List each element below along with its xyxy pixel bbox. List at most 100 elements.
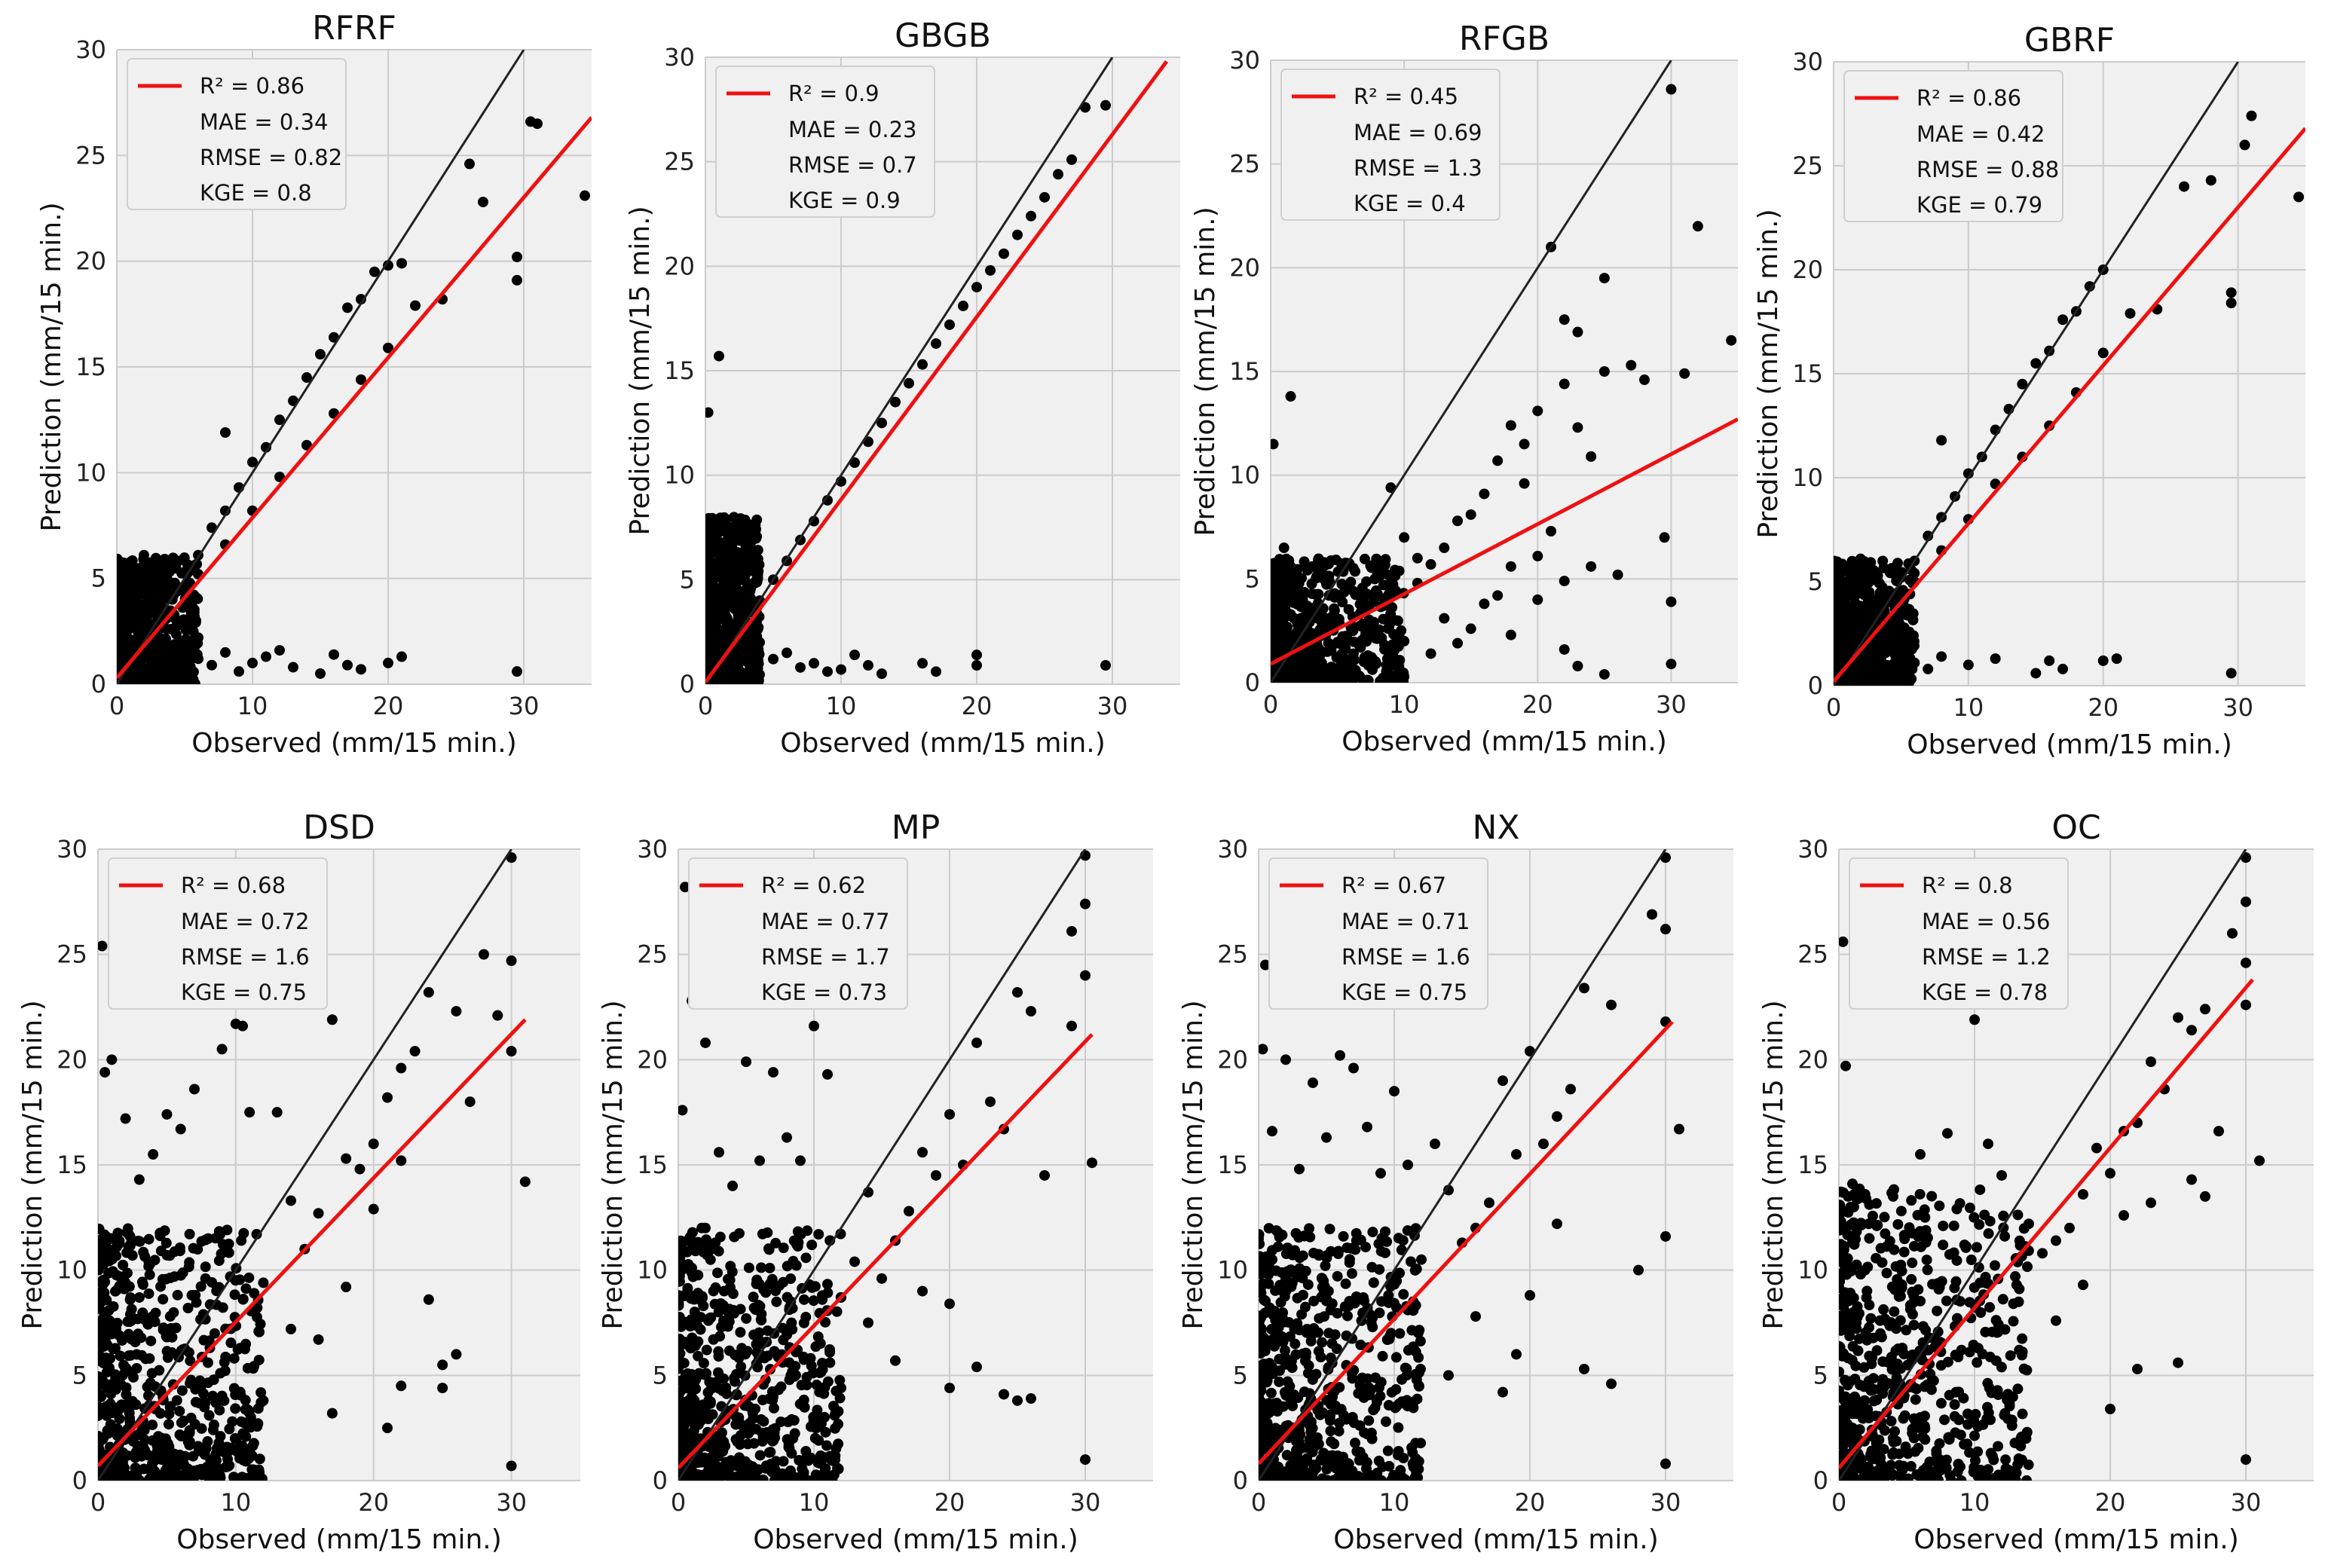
data-point — [1439, 543, 1450, 554]
data-point — [110, 1327, 121, 1338]
data-point — [133, 1291, 145, 1303]
data-point — [168, 1307, 179, 1318]
data-point — [382, 1423, 393, 1434]
data-point — [1271, 439, 1279, 450]
data-point — [1372, 571, 1383, 582]
data-point — [705, 407, 714, 418]
data-point — [1286, 677, 1297, 683]
identity-line — [1271, 60, 1672, 683]
legend-metric: MAE = 0.72 — [181, 909, 310, 934]
data-point — [1308, 1295, 1320, 1307]
data-point — [678, 1249, 684, 1260]
legend-metric: KGE = 0.79 — [1917, 192, 2042, 218]
data-point — [833, 1463, 844, 1475]
x-tick-label: 20 — [1522, 690, 1553, 719]
data-point — [944, 1383, 955, 1394]
data-point — [274, 414, 285, 426]
data-point — [141, 614, 152, 625]
data-point — [1406, 1325, 1418, 1336]
data-point — [944, 1108, 955, 1120]
y-tick-label: 10 — [637, 1256, 668, 1285]
data-point — [1080, 970, 1091, 981]
data-point — [768, 1402, 779, 1414]
data-point — [106, 1054, 118, 1065]
data-point — [1532, 594, 1543, 605]
data-point — [815, 1367, 827, 1378]
data-point — [1271, 1225, 1282, 1236]
data-point — [125, 569, 136, 580]
data-point — [698, 1456, 709, 1468]
data-point — [1878, 562, 1889, 573]
data-point — [747, 1472, 758, 1481]
data-point — [139, 549, 149, 561]
data-point — [702, 1387, 714, 1398]
data-point — [798, 1294, 809, 1305]
data-point — [288, 662, 298, 673]
identity-line — [678, 849, 1087, 1481]
data-point — [1572, 326, 1583, 338]
data-point — [1026, 1006, 1036, 1017]
data-point — [246, 1449, 257, 1460]
data-point — [137, 1279, 148, 1290]
data-point — [341, 1153, 352, 1164]
y-axis-label: Prediction (mm/15 min.) — [625, 206, 656, 535]
data-point — [1923, 663, 1934, 674]
data-point — [1344, 1254, 1355, 1265]
x-tick-label: 30 — [2223, 693, 2253, 722]
data-point — [240, 1283, 252, 1294]
data-point — [1388, 652, 1400, 663]
y-tick-label: 25 — [1792, 151, 1823, 180]
data-point — [706, 576, 717, 588]
y-tick-label: 30 — [75, 35, 106, 64]
data-point — [1319, 613, 1330, 624]
data-point — [220, 427, 231, 439]
data-point — [714, 549, 724, 561]
data-point — [678, 1356, 684, 1368]
data-point — [154, 1408, 166, 1419]
data-point — [1880, 659, 1891, 671]
data-point — [1598, 273, 1610, 284]
data-point — [98, 940, 108, 952]
data-point — [1546, 526, 1556, 537]
data-point — [824, 1343, 835, 1355]
data-point — [1893, 624, 1904, 635]
data-point — [2246, 110, 2257, 121]
data-point — [161, 1273, 172, 1285]
data-point — [1559, 576, 1570, 587]
subplot-title: DSD — [303, 808, 375, 847]
data-point — [705, 567, 717, 579]
data-point — [117, 602, 123, 613]
data-point — [1586, 561, 1597, 572]
data-point — [1330, 616, 1341, 628]
data-point — [689, 1307, 700, 1318]
data-point — [261, 442, 271, 453]
data-layer — [117, 50, 592, 684]
data-point — [117, 647, 127, 659]
x-axis-label: Observed (mm/15 min.) — [1341, 726, 1667, 757]
data-point — [396, 1062, 407, 1074]
data-point — [771, 1296, 782, 1307]
data-point — [725, 1457, 736, 1469]
data-point — [1316, 657, 1327, 668]
data-point — [706, 518, 717, 530]
data-point — [2226, 287, 2237, 298]
data-point — [716, 1427, 727, 1438]
data-point — [1317, 1337, 1328, 1348]
data-point — [711, 604, 723, 615]
data-point — [1335, 649, 1347, 660]
data-point — [777, 1468, 788, 1479]
data-point — [890, 1355, 901, 1366]
data-point — [682, 1395, 693, 1407]
data-point — [944, 1298, 955, 1310]
data-point — [1414, 1325, 1425, 1336]
data-point — [179, 1450, 191, 1462]
y-tick-label: 0 — [72, 1466, 87, 1495]
data-point — [1276, 590, 1287, 601]
legend-metric: KGE = 0.75 — [181, 980, 307, 1005]
data-point — [1313, 1346, 1324, 1357]
data-point — [788, 1433, 799, 1444]
y-tick-label: 5 — [72, 1361, 87, 1389]
y-tick-label: 5 — [680, 565, 695, 594]
data-point — [751, 533, 762, 544]
